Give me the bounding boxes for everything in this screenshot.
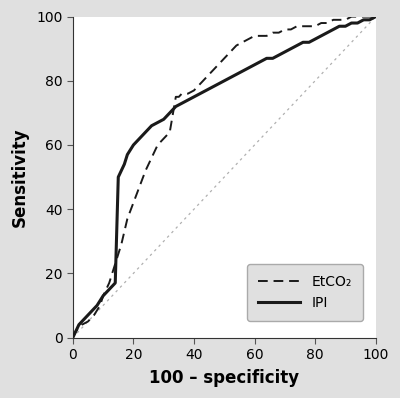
X-axis label: 100 – specificity: 100 – specificity <box>149 369 299 387</box>
Y-axis label: Sensitivity: Sensitivity <box>11 127 29 227</box>
Legend: EtCO₂, IPI: EtCO₂, IPI <box>247 264 363 321</box>
